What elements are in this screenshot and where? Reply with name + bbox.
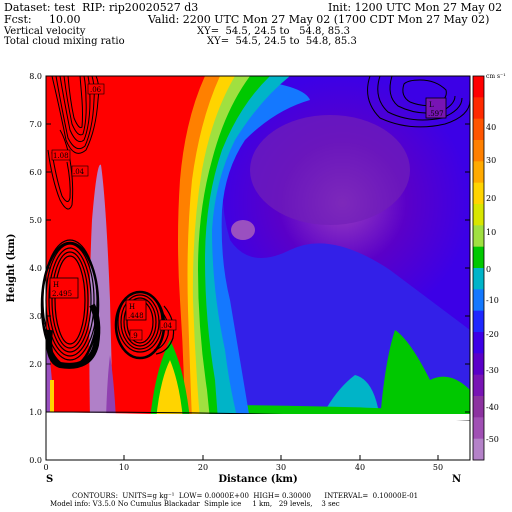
- annotation-high-left-h: H: [53, 281, 59, 289]
- colorbar-label-m30: -30: [486, 366, 499, 375]
- footer-contours: CONTOURS: UNITS=g kg⁻¹ LOW= 0.0000E+00 H…: [72, 492, 419, 500]
- x-tick-labels: 0 10 20 30 40 50: [43, 463, 443, 472]
- valid-time: Valid: 2200 UTC Mon 27 May 02 (1700 CDT …: [148, 13, 490, 26]
- annotation-high-center-h: H: [129, 303, 135, 311]
- color-bar-swatch: [473, 204, 484, 226]
- terrain-mask: [46, 412, 470, 460]
- color-bar-swatch: [473, 417, 484, 440]
- ytick-0: 0.0: [29, 456, 42, 465]
- color-bar-swatch: [473, 310, 484, 333]
- color-bar-frame: [472, 75, 485, 461]
- x-axis-label: Distance (km): [218, 474, 297, 485]
- ytick-4: 4.0: [29, 264, 42, 273]
- color-bar-swatch: [473, 161, 484, 184]
- colorbar-label-m10: -10: [486, 296, 499, 305]
- ytick-2: 2.0: [29, 360, 42, 369]
- color-bar-swatch: [473, 396, 484, 418]
- colorbar-label-20: 20: [486, 194, 496, 203]
- field-vertical-velocity: Vertical velocity: [4, 26, 86, 37]
- color-bar-swatch: [473, 268, 484, 290]
- xtick-5: 50: [433, 463, 443, 472]
- ytick-6: 6.0: [29, 168, 42, 177]
- xtick-1: 10: [119, 463, 129, 472]
- terrain-under-strip: [46, 414, 470, 420]
- colorbar-label-30: 30: [486, 156, 496, 165]
- color-bar-swatch: [473, 374, 484, 397]
- color-bar-swatch: [473, 76, 484, 98]
- annotation-high-center-value: .448: [128, 312, 144, 320]
- field-purple-column-1: [89, 164, 113, 420]
- annotation-high-center: H .448: [125, 299, 147, 321]
- annotation-low-right: L .597: [425, 97, 447, 119]
- section-start-label: S: [46, 474, 53, 485]
- color-bar-swatch: [473, 246, 484, 269]
- contour-label-06: .06: [90, 86, 102, 94]
- field-yellow-strip-left: [50, 380, 54, 420]
- y-ticks: [46, 75, 470, 461]
- field-purple-column-2: [106, 355, 116, 420]
- ytick-3: 3.0: [29, 312, 42, 321]
- xtick-0: 0: [43, 463, 48, 472]
- xtick-4: 40: [355, 463, 365, 472]
- ytick-5: 5.0: [29, 216, 42, 225]
- field-vertical-velocity-xy: XY= 54.5, 24.5 to 54.8, 85.3: [197, 26, 350, 37]
- annotation-low-right-value: .597: [428, 110, 444, 118]
- colorbar-label-m40: -40: [486, 403, 499, 412]
- color-bar-labels: 40 30 20 10 0 -10 -20 -30 -40 -50: [486, 123, 499, 444]
- color-bar-swatch: [473, 182, 484, 205]
- color-bar-swatch: [473, 140, 484, 162]
- forecast-hour: Fcst: 10.00: [4, 13, 81, 26]
- colorbar-label-10: 10: [486, 228, 496, 237]
- field-cloud-mixing: Total cloud mixing ratio: [4, 36, 125, 47]
- colorbar-label-0: 0: [486, 265, 491, 274]
- contour-label-04a: .04: [73, 168, 85, 176]
- color-bar-units: cm s⁻¹: [486, 73, 506, 80]
- field-purple-spot: [231, 220, 255, 240]
- annotation-high-left-value: 2.495: [52, 290, 72, 298]
- field-green-lower-right: [380, 330, 470, 420]
- colorbar-label-m50: -50: [486, 435, 499, 444]
- ytick-8: 8.0: [29, 72, 42, 81]
- dataset-label: Dataset: test RIP: rip20020527 d3: [4, 1, 199, 14]
- color-bar-swatch: [473, 97, 484, 120]
- color-bar-swatch: [473, 289, 484, 312]
- color-bar-swatch: [473, 353, 484, 376]
- color-bar-swatch: [473, 225, 484, 248]
- ytick-1: 1.0: [29, 408, 42, 417]
- x-ticks: [45, 455, 439, 460]
- color-bar-swatch: [473, 118, 484, 141]
- xtick-2: 20: [198, 463, 208, 472]
- contour-label-04b: .04: [161, 322, 173, 330]
- color-bar: [472, 75, 485, 461]
- cloud-contours-upper-right: [367, 75, 471, 128]
- footer-model-info: Model info: V3.5.0 No Cumulus Blackadar …: [50, 500, 340, 508]
- contour-label-108: 1.08: [53, 152, 69, 160]
- annotation-high-left: H 2.495: [49, 277, 79, 299]
- color-bar-swatch: [473, 332, 484, 354]
- contour-labels: .06 1.08 .04 .9 .04: [51, 83, 177, 341]
- y-axis-label: Height (km): [6, 234, 17, 303]
- field-cloud-mixing-xy: XY= 54.5, 24.5 to 54.8, 85.3: [207, 36, 357, 47]
- init-time: Init: 1200 UTC Mon 27 May 02: [328, 1, 503, 14]
- xtick-3: 30: [276, 463, 286, 472]
- colorbar-label-40: 40: [486, 123, 496, 132]
- section-end-label: N: [452, 474, 461, 485]
- field-purple-core: [250, 115, 410, 225]
- contour-label-9: .9: [131, 332, 138, 340]
- color-bar-swatch: [473, 438, 484, 461]
- annotation-low-right-l: L: [429, 101, 434, 109]
- field-yellow-patch: [156, 360, 183, 420]
- colorbar-label-m20: -20: [486, 330, 499, 339]
- y-tick-labels: 0.0 1.0 2.0 3.0 4.0 5.0 6.0 7.0 8.0: [29, 72, 42, 465]
- cloud-contour-left-fill: [46, 303, 101, 369]
- ytick-7: 7.0: [29, 120, 42, 129]
